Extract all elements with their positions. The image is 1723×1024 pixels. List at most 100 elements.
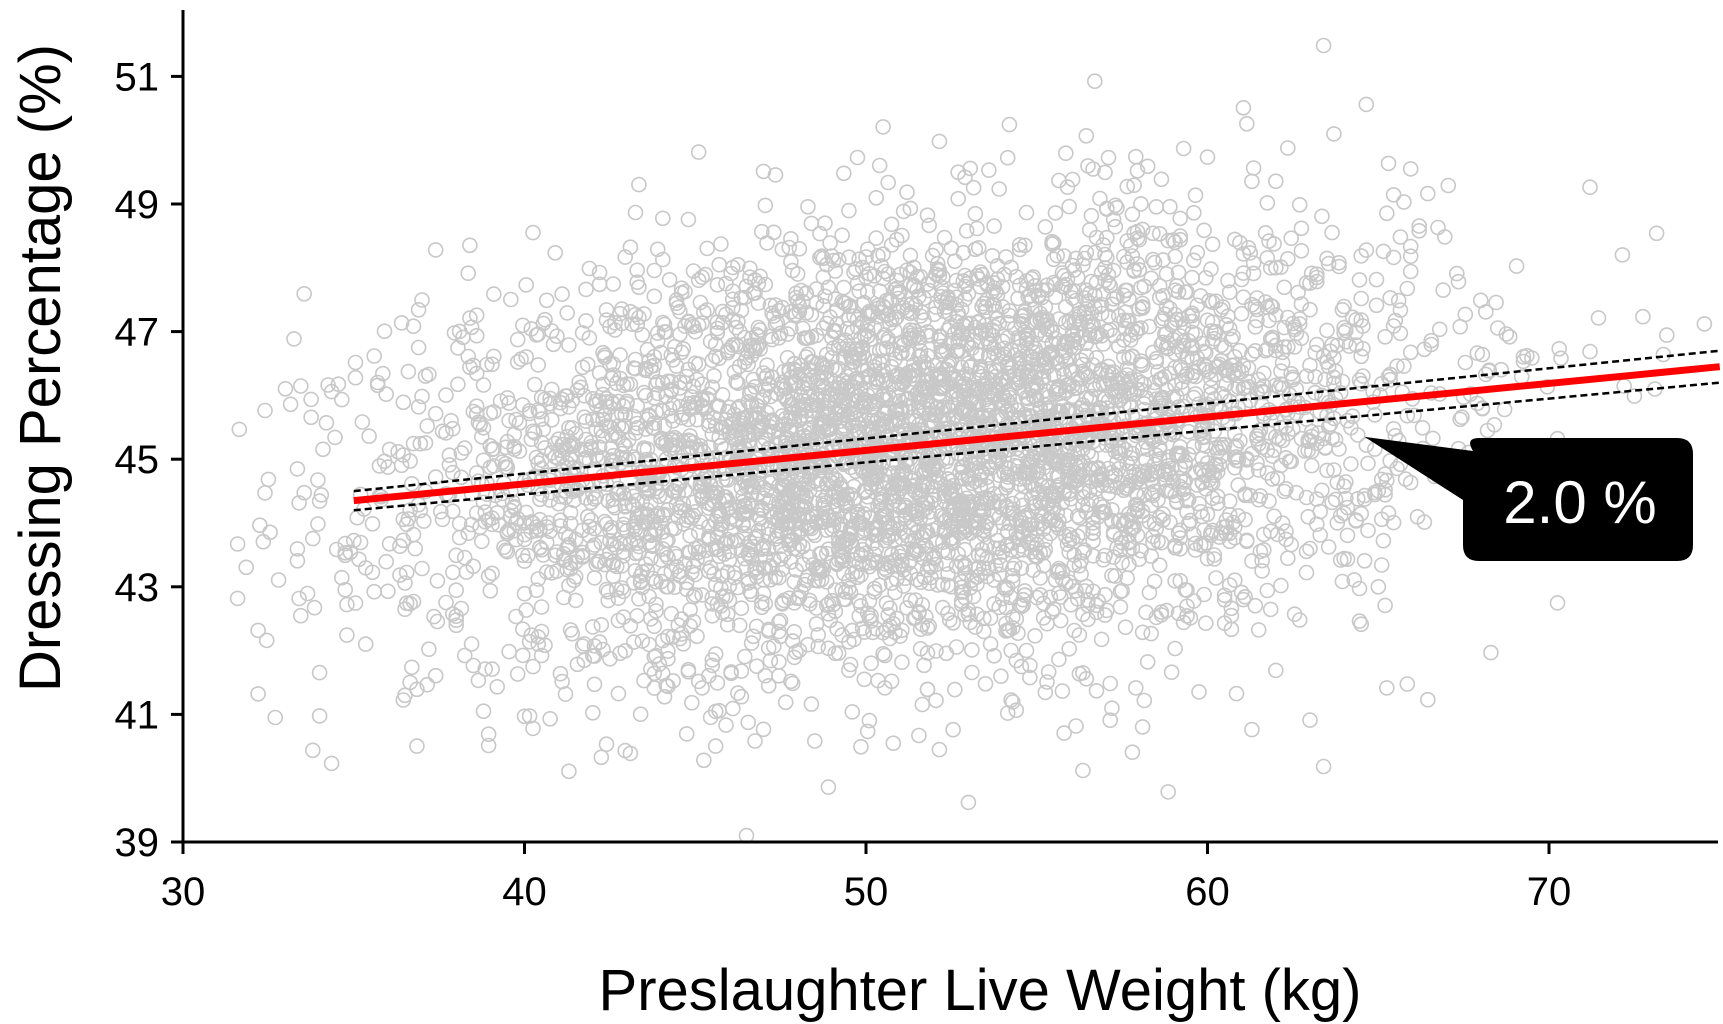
scatter-point: [1046, 453, 1062, 469]
scatter-point: [296, 484, 313, 501]
scatter-point: [820, 596, 837, 612]
scatter-point: [1172, 231, 1188, 248]
scatter-point: [1269, 470, 1286, 486]
scatter-point: [994, 279, 1011, 295]
scatter-point: [1626, 388, 1643, 404]
scatter-point: [444, 420, 461, 437]
scatter-point: [1259, 465, 1276, 481]
scatter-point: [771, 422, 787, 439]
scatter-point: [475, 420, 492, 436]
scatter-point: [617, 418, 634, 434]
scatter-point: [1293, 296, 1310, 312]
scatter-point: [781, 476, 798, 492]
scatter-point: [1483, 644, 1499, 661]
scatter-point: [292, 607, 309, 624]
scatter-point: [870, 300, 886, 317]
scatter-point: [617, 406, 634, 423]
scatter-point: [740, 575, 757, 591]
scatter-point: [1300, 508, 1316, 525]
scatter-point: [1114, 554, 1130, 571]
scatter-point: [255, 533, 272, 550]
scatter-point: [1385, 187, 1402, 203]
scatter-point: [1160, 452, 1176, 469]
scatter-point: [586, 537, 603, 553]
scatter-point: [972, 499, 989, 516]
scatter-point: [883, 489, 900, 505]
scatter-point: [631, 309, 647, 326]
scatter-point: [1083, 305, 1100, 322]
scatter-point: [1435, 282, 1451, 298]
scatter-point: [914, 304, 931, 321]
scatter-point: [584, 704, 601, 721]
scatter-point: [1298, 275, 1315, 291]
scatter-point: [1298, 489, 1315, 506]
scatter-point: [902, 305, 919, 322]
scatter-point: [736, 329, 753, 346]
scatter-point: [851, 251, 868, 268]
scatter-point: [1100, 393, 1117, 410]
scatter-point: [1117, 320, 1134, 337]
scatter-point: [953, 573, 970, 590]
scatter-point: [875, 489, 891, 506]
scatter-point: [1266, 508, 1282, 525]
scatter-point: [1163, 664, 1180, 681]
scatter-point: [644, 419, 661, 436]
scatter-point: [767, 167, 784, 183]
scatter-point: [1145, 225, 1161, 242]
scatter-point: [369, 377, 386, 394]
scatter-point: [689, 628, 705, 645]
scatter-point: [950, 333, 967, 350]
scatter-point: [1244, 721, 1260, 738]
scatter-point: [1023, 477, 1040, 493]
scatter-point: [707, 738, 724, 754]
scatter-point: [685, 613, 702, 630]
scatter-point: [1162, 514, 1178, 531]
scatter-point: [834, 553, 850, 570]
scatter-point: [829, 316, 845, 333]
scatter-point: [1167, 248, 1183, 265]
scatter-point: [593, 402, 610, 419]
scatter-point: [1117, 480, 1134, 496]
scatter-point: [634, 564, 651, 580]
scatter-point: [337, 581, 354, 598]
scatter-point: [1134, 719, 1151, 735]
scatter-point: [627, 306, 644, 323]
scatter-point: [1039, 674, 1055, 690]
scatter-point: [912, 574, 929, 591]
scatter-point: [687, 566, 704, 583]
scatter-point: [760, 621, 777, 638]
scatter-point: [1402, 344, 1419, 361]
scatter-point: [1085, 357, 1101, 373]
scatter-point: [1134, 468, 1151, 485]
scatter-point: [709, 675, 726, 691]
scatter-point: [1382, 290, 1398, 306]
scatter-point: [943, 482, 960, 499]
scatter-point: [1085, 525, 1101, 542]
scatter-point: [965, 179, 982, 196]
scatter-point: [815, 297, 832, 314]
scatter-point: [1090, 437, 1106, 453]
scatter-point: [1420, 691, 1436, 708]
scatter-point: [730, 313, 746, 330]
scatter-point: [883, 575, 900, 591]
scatter-point: [818, 346, 835, 363]
scatter-point: [1379, 205, 1395, 222]
scatter-point: [1315, 37, 1332, 54]
scatter-point: [776, 477, 792, 493]
scatter-point: [1116, 349, 1132, 365]
scatter-point: [1032, 495, 1048, 511]
scatter-point: [521, 708, 538, 724]
scatter-point: [1303, 457, 1320, 474]
scatter-point: [516, 585, 533, 602]
scatter-point: [1107, 568, 1124, 584]
scatter-point: [1071, 627, 1088, 643]
scatter-point: [629, 415, 646, 432]
scatter-point: [953, 343, 970, 360]
scatter-point: [1245, 160, 1262, 176]
scatter-point: [1116, 482, 1132, 499]
scatter-point: [902, 247, 919, 264]
scatter-point: [878, 595, 895, 612]
scatter-point: [654, 524, 671, 540]
scatter-point: [508, 411, 524, 428]
scatter-point: [1329, 337, 1346, 354]
